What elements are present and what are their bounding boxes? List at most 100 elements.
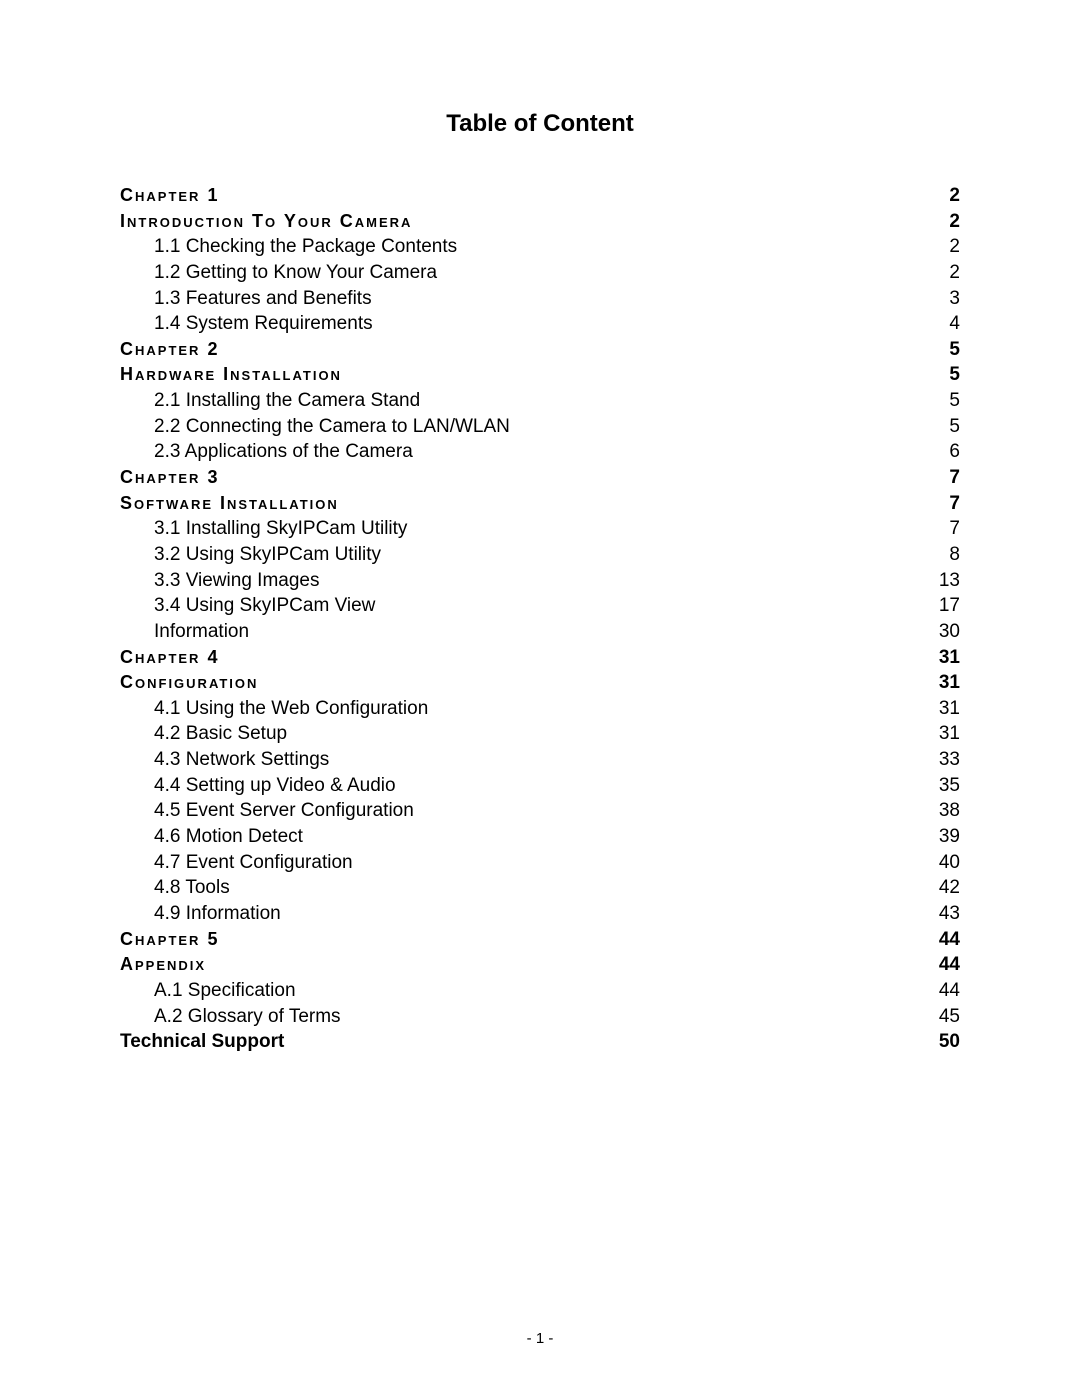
toc-entry: 3.4 Using SkyIPCam View17 [120,593,960,619]
toc-entry-label: A.1 Specification [154,978,296,1004]
toc-entry-page: 44 [939,952,960,978]
toc-entry-label: 2.1 Installing the Camera Stand [154,388,420,414]
toc-entry-page: 31 [939,696,960,722]
toc-entry-label: 3.1 Installing SkyIPCam Utility [154,516,407,542]
toc-entry: 2.3 Applications of the Camera 6 [120,439,960,465]
toc-entry-page: 5 [949,337,960,363]
toc-entry-label: 4.1 Using the Web Configuration [154,696,428,722]
toc-entry-page: 39 [939,824,960,850]
toc-entry: 4.5 Event Server Configuration 38 [120,798,960,824]
toc-entry-label: 4.4 Setting up Video & Audio [154,773,396,799]
toc-entry: 3.3 Viewing Images 13 [120,568,960,594]
toc-entry: Configuration 31 [120,670,960,696]
toc-entry: 1.2 Getting to Know Your Camera 2 [120,260,960,286]
toc-entry-page: 50 [939,1029,960,1055]
toc-entry-page: 38 [939,798,960,824]
toc-entry-label: Chapter 1 [120,183,219,207]
toc-entry-label: Chapter 2 [120,337,219,361]
toc-entry-page: 35 [939,773,960,799]
toc-entry: Chapter 4 31 [120,645,960,671]
toc-entry-label: Chapter 4 [120,645,219,669]
toc-entry: A.1 Specification 44 [120,978,960,1004]
toc-entry-label: Configuration [120,670,258,694]
toc-entry: 2.2 Connecting the Camera to LAN/WLAN 5 [120,414,960,440]
toc-entry-page: 30 [939,619,960,645]
toc-entry-label: 4.6 Motion Detect [154,824,303,850]
toc-entry-page: 7 [949,516,960,542]
toc-entry-page: 2 [949,234,960,260]
toc-entry-label: 3.3 Viewing Images [154,568,319,594]
toc-entry: Chapter 3 7 [120,465,960,491]
toc-entry: 2.1 Installing the Camera Stand 5 [120,388,960,414]
toc-entry: 1.3 Features and Benefits 3 [120,286,960,312]
toc-entry-label: Software Installation [120,491,339,515]
toc-entry-label: Appendix [120,952,206,976]
toc-entry-page: 2 [949,183,960,209]
toc-entry: 4.7 Event Configuration 40 [120,850,960,876]
toc-entry-page: 2 [949,260,960,286]
toc-entry-label: 4.8 Tools [154,875,230,901]
toc-entry-label: 3.4 Using SkyIPCam View [154,593,375,619]
page-title: Table of Content [120,110,960,138]
toc-entry-label: 4.5 Event Server Configuration [154,798,414,824]
toc-entry-label: 1.2 Getting to Know Your Camera [154,260,437,286]
toc-entry-label: Introduction To Your Camera [120,209,412,233]
toc-entry: Chapter 5 44 [120,927,960,953]
toc-entry-label: 4.3 Network Settings [154,747,329,773]
toc-entry: Software Installation 7 [120,491,960,517]
toc-entry: 4.6 Motion Detect 39 [120,824,960,850]
toc-entry-page: 5 [949,414,960,440]
toc-entry: 4.8 Tools 42 [120,875,960,901]
toc-entry: 3.2 Using SkyIPCam Utility 8 [120,542,960,568]
document-page: Table of Content Chapter 1 2Introduction… [0,0,1080,1397]
toc-entry-page: 3 [949,286,960,312]
toc-entry: Chapter 2 5 [120,337,960,363]
toc-entry-label: Information [154,619,249,645]
toc-entry: Hardware Installation 5 [120,362,960,388]
toc-entry-page: 40 [939,850,960,876]
toc-entry-label: 1.3 Features and Benefits [154,286,372,312]
toc-entry-page: 31 [939,645,960,671]
toc-entry-page: 31 [939,721,960,747]
table-of-contents: Chapter 1 2Introduction To Your Camera 2… [120,183,960,1055]
toc-entry-label: 4.7 Event Configuration [154,850,353,876]
page-footer: - 1 - [0,1330,1080,1347]
toc-entry-page: 7 [949,465,960,491]
toc-entry-page: 44 [939,978,960,1004]
toc-entry-page: 43 [939,901,960,927]
toc-entry-label: 1.4 System Requirements [154,311,373,337]
toc-entry-page: 45 [939,1004,960,1030]
toc-entry: 4.1 Using the Web Configuration 31 [120,696,960,722]
toc-entry: Technical Support 50 [120,1029,960,1055]
toc-entry: Chapter 1 2 [120,183,960,209]
toc-entry-label: 4.9 Information [154,901,281,927]
toc-entry: Introduction To Your Camera 2 [120,209,960,235]
toc-entry-label: A.2 Glossary of Terms [154,1004,341,1030]
toc-entry-label: 3.2 Using SkyIPCam Utility [154,542,381,568]
toc-entry-page: 5 [949,362,960,388]
toc-entry-label: Hardware Installation [120,362,342,386]
toc-entry-label: Chapter 3 [120,465,219,489]
toc-entry: A.2 Glossary of Terms 45 [120,1004,960,1030]
toc-entry-page: 31 [939,670,960,696]
toc-entry: 4.9 Information 43 [120,901,960,927]
toc-entry-page: 8 [949,542,960,568]
toc-entry-label: 2.2 Connecting the Camera to LAN/WLAN [154,414,510,440]
toc-entry: 1.4 System Requirements 4 [120,311,960,337]
toc-entry-page: 13 [939,568,960,594]
toc-entry-page: 4 [949,311,960,337]
toc-entry-page: 33 [939,747,960,773]
toc-entry-label: 1.1 Checking the Package Contents [154,234,457,260]
toc-entry: Appendix 44 [120,952,960,978]
toc-entry: 4.4 Setting up Video & Audio 35 [120,773,960,799]
toc-entry: 4.3 Network Settings 33 [120,747,960,773]
toc-entry: 3.1 Installing SkyIPCam Utility 7 [120,516,960,542]
toc-entry-label: Chapter 5 [120,927,219,951]
toc-entry-page: 5 [949,388,960,414]
toc-entry-page: 2 [949,209,960,235]
toc-entry-page: 6 [949,439,960,465]
toc-entry-label: 4.2 Basic Setup [154,721,287,747]
toc-entry-page: 42 [939,875,960,901]
toc-entry: 4.2 Basic Setup 31 [120,721,960,747]
toc-entry: Information 30 [120,619,960,645]
